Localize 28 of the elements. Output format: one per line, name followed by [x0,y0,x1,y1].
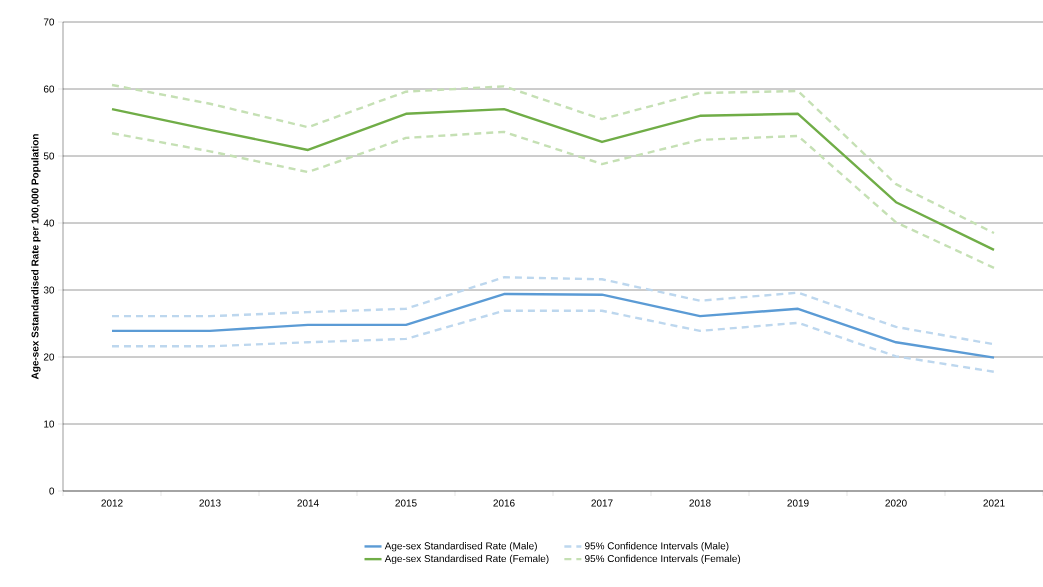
x-tick-label: 2020 [885,499,907,507]
x-tick-label: 2015 [395,499,417,507]
y-tick-label: 40 [43,219,55,227]
line-series [110,309,996,373]
x-tick-label: 2013 [199,499,221,507]
y-tick-label: 10 [44,420,55,428]
y-tick-label: 20 [43,353,55,361]
x-tick-label: 2018 [689,499,711,507]
x-tick-label: 2021 [983,499,1005,507]
line-series [110,130,996,270]
y-tick-label: 70 [43,18,55,26]
line-series [110,107,996,251]
y-axis-title: Age-sex Sstandardised Rate per 100,000 Population [31,134,41,380]
line-series [110,292,996,359]
legend-label: 95% Confidence Intervals (Female) [585,554,741,565]
legend-label: Age-sex Standardised Rate (Female) [384,554,549,565]
legend-label: Age-sex Standardised Rate (Male) [384,542,537,552]
x-tick-label: 2019 [787,499,809,507]
x-tick-label: 2017 [591,499,613,507]
x-tick-label: 2012 [101,499,123,507]
y-tick-label: 0 [49,487,55,495]
y-tick-label: 50 [43,152,55,160]
legend-label: 95% Confidence Intervals (Male) [585,542,729,552]
y-tick-label: 60 [43,85,55,93]
y-tick-label: 30 [43,286,55,294]
x-tick-label: 2014 [297,499,319,507]
line-series [110,83,996,235]
x-tick-label: 2016 [493,499,515,507]
